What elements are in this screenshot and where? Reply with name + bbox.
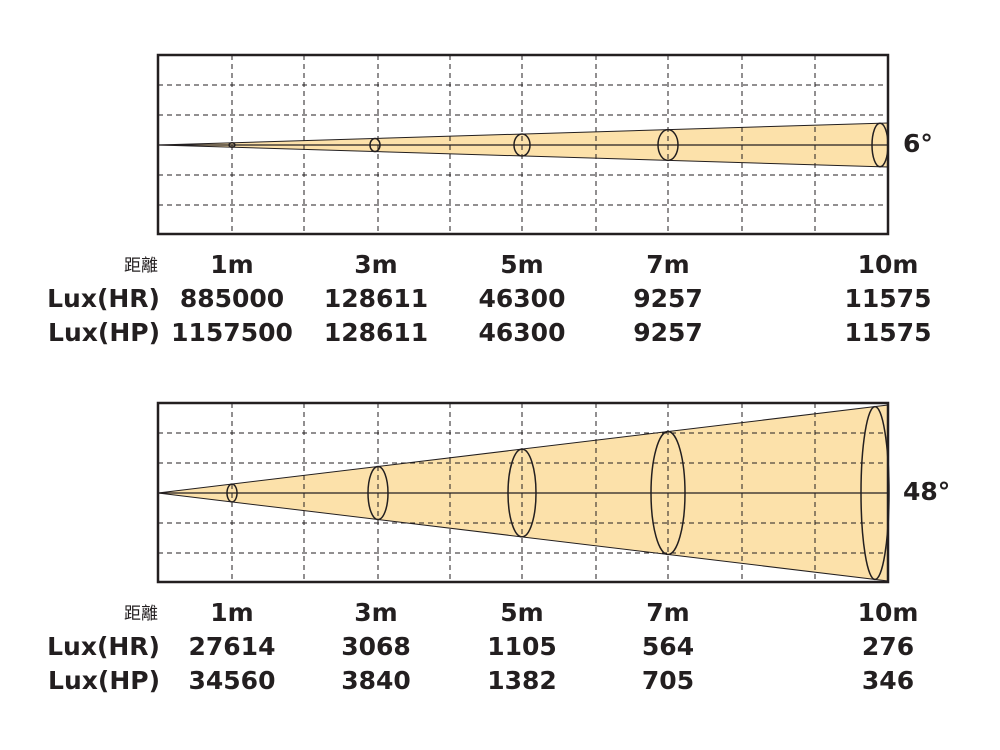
lux-value: 11575: [845, 318, 932, 347]
row-label: Lux(HR): [47, 632, 160, 661]
distance: 3m: [354, 598, 397, 627]
beam-section: [228, 142, 236, 148]
lux-value: 1382: [487, 666, 557, 695]
lux-value: 46300: [479, 284, 566, 313]
distance: 7m: [646, 598, 689, 627]
lux-value: 3068: [341, 632, 411, 661]
distance: 5m: [500, 598, 543, 627]
row-label: Lux(HR): [47, 284, 160, 313]
lux-value: 705: [642, 666, 694, 695]
lux-value: 276: [862, 632, 914, 661]
beam-section: [507, 448, 537, 538]
distance: 5m: [500, 250, 543, 279]
beam-section: [226, 483, 238, 503]
lux-value: 885000: [180, 284, 284, 313]
lux-value: 1105: [487, 632, 557, 661]
distance: 1m: [210, 250, 253, 279]
lux-value: 27614: [189, 632, 276, 661]
lux-value: 34560: [189, 666, 276, 695]
distance-label: 距離: [124, 256, 158, 276]
beam-section: [369, 137, 381, 153]
lux-value: 9257: [633, 318, 703, 347]
beam-section: [657, 128, 679, 162]
distance-label: 距離: [124, 604, 158, 624]
lux-value: 564: [642, 632, 694, 661]
distance: 10m: [858, 598, 919, 627]
panel-frame: [156, 401, 890, 584]
distance: 7m: [646, 250, 689, 279]
panel-frame: [156, 53, 890, 236]
distance: 1m: [210, 598, 253, 627]
beam-section: [367, 465, 389, 521]
beam-section: [513, 133, 531, 157]
lux-value: 1157500: [171, 318, 293, 347]
distance: 10m: [858, 250, 919, 279]
lux-value: 9257: [633, 284, 703, 313]
lux-value: 346: [862, 666, 914, 695]
lux-value: 46300: [479, 318, 566, 347]
beam-section: [650, 430, 686, 556]
row-label: Lux(HP): [48, 318, 160, 347]
lux-value: 3840: [341, 666, 411, 695]
distance: 3m: [354, 250, 397, 279]
lux-value: 11575: [845, 284, 932, 313]
row-label: Lux(HP): [48, 666, 160, 695]
beam-angle: 48°: [903, 477, 950, 506]
lux-value: 128611: [324, 318, 428, 347]
beam-angle: 6°: [903, 129, 933, 158]
lux-value: 128611: [324, 284, 428, 313]
